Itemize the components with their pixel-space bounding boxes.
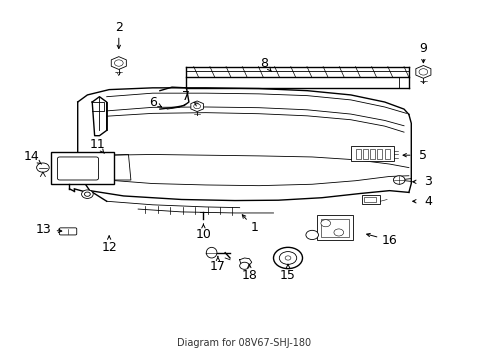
Text: 7: 7	[182, 90, 190, 103]
Bar	[51, 152, 114, 184]
FancyBboxPatch shape	[59, 228, 77, 235]
Circle shape	[193, 104, 200, 109]
Circle shape	[320, 220, 330, 227]
Text: 10: 10	[195, 229, 211, 242]
Bar	[362, 149, 367, 159]
Text: 1: 1	[250, 221, 258, 234]
Circle shape	[114, 60, 123, 66]
Circle shape	[37, 163, 49, 172]
Circle shape	[305, 230, 318, 239]
Circle shape	[273, 247, 302, 269]
FancyBboxPatch shape	[361, 195, 380, 204]
FancyBboxPatch shape	[350, 146, 393, 161]
Text: 9: 9	[419, 42, 427, 55]
Bar	[369, 149, 374, 159]
Text: 17: 17	[209, 260, 225, 273]
Bar	[355, 149, 360, 159]
FancyBboxPatch shape	[364, 197, 376, 202]
Text: 5: 5	[419, 149, 427, 162]
Text: Diagram for 08V67-SHJ-180: Diagram for 08V67-SHJ-180	[177, 338, 311, 348]
Bar	[377, 149, 382, 159]
FancyBboxPatch shape	[57, 157, 98, 180]
Text: 2: 2	[115, 21, 122, 34]
Text: 14: 14	[24, 150, 40, 163]
Circle shape	[239, 262, 249, 269]
Circle shape	[279, 252, 296, 264]
Text: 4: 4	[424, 195, 431, 208]
Text: 18: 18	[241, 269, 257, 282]
Text: 3: 3	[424, 175, 431, 188]
Text: 8: 8	[259, 57, 267, 69]
Circle shape	[333, 229, 343, 236]
FancyBboxPatch shape	[316, 215, 352, 240]
Text: 13: 13	[36, 223, 52, 236]
Circle shape	[285, 256, 290, 260]
Text: 11: 11	[89, 138, 105, 151]
Circle shape	[418, 69, 427, 75]
Circle shape	[81, 190, 93, 198]
FancyBboxPatch shape	[320, 219, 348, 238]
Text: 6: 6	[148, 95, 156, 108]
Text: 16: 16	[381, 234, 397, 247]
Circle shape	[84, 192, 90, 196]
Bar	[384, 149, 389, 159]
Text: 15: 15	[280, 269, 295, 282]
Text: 12: 12	[101, 241, 117, 254]
Ellipse shape	[206, 247, 217, 258]
Circle shape	[393, 176, 404, 184]
